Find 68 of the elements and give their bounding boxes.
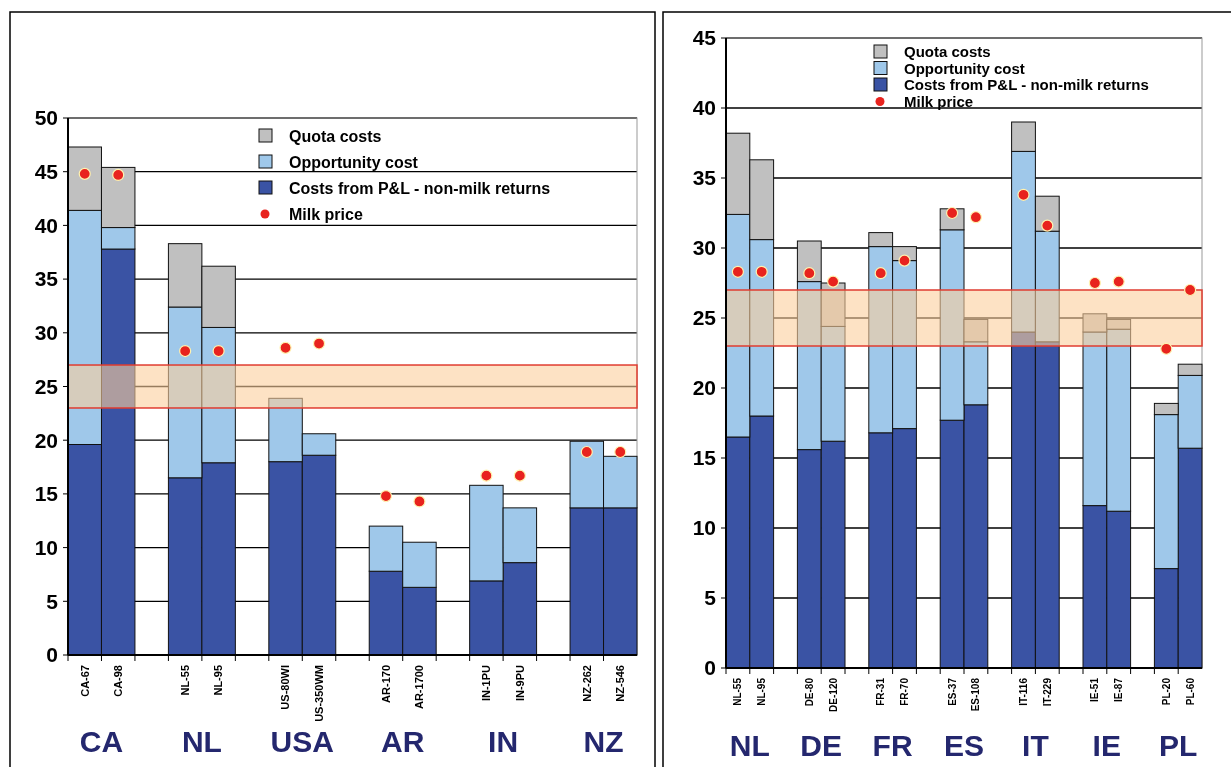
- x-tick-label: PL-60: [1184, 677, 1196, 706]
- text: IT: [1022, 729, 1049, 762]
- legend-label: Quota costs: [289, 127, 382, 145]
- legend-label: Opportunity cost: [289, 153, 419, 171]
- x-tick-label: IT-229: [1041, 677, 1053, 707]
- y-tick-label: 40: [34, 213, 58, 237]
- x-tick-label: US-350WM: [312, 665, 325, 722]
- legend-label: Quota costs: [904, 43, 991, 61]
- x-tick-label: AR-170: [379, 665, 392, 703]
- y-tick-label: 0: [46, 643, 58, 667]
- text: FR: [872, 729, 913, 762]
- x-tick-label: CA-67: [78, 665, 91, 697]
- x-tick-label: CA-98: [112, 665, 125, 697]
- text: CA: [79, 725, 124, 758]
- text: AR: [381, 725, 425, 758]
- x-tick-label: ES-37: [946, 677, 958, 706]
- y-tick-label: 0: [704, 656, 716, 680]
- x-tick-label: IN-9PU: [513, 664, 526, 702]
- x-tick-label: IE-87: [1113, 677, 1125, 702]
- legend-label: Costs from P&L - non-milk returns: [904, 76, 1149, 94]
- y-tick-label: 10: [34, 535, 58, 559]
- text: USA: [270, 725, 334, 758]
- y-tick-label: 15: [34, 482, 59, 506]
- x-tick-label: NL-95: [212, 665, 225, 696]
- y-tick-label: 30: [692, 236, 716, 260]
- x-tick-label: FR-70: [899, 677, 910, 706]
- x-tick-label: IN-1PU: [480, 664, 493, 702]
- x-tick-label: FR-31: [875, 677, 887, 706]
- y-tick-label: 50: [34, 106, 58, 130]
- x-tick-label: DE-120: [827, 677, 839, 712]
- y-tick-label: 10: [692, 516, 716, 540]
- x-tick-label: US-80WI: [279, 665, 292, 710]
- text: NL: [181, 725, 222, 758]
- x-tick-label: ES-108: [970, 677, 982, 712]
- text: NL: [729, 729, 770, 762]
- text: IE: [1092, 729, 1121, 762]
- text: DE: [800, 729, 843, 762]
- y-tick-label: 35: [34, 267, 59, 291]
- x-tick-label: DE-80: [803, 677, 815, 707]
- y-tick-label: 20: [34, 428, 58, 452]
- y-tick-label: 30: [34, 321, 58, 345]
- y-tick-label: 5: [46, 589, 59, 613]
- legend-label: Costs from P&L - non-milk returns: [289, 179, 551, 197]
- x-tick-label: AR-1700: [413, 665, 426, 710]
- y-tick-label: 15: [692, 446, 717, 470]
- text: PL: [1159, 729, 1198, 762]
- x-tick-label: NL-55: [179, 665, 191, 696]
- x-tick-label: PL-20: [1160, 677, 1172, 706]
- y-tick-label: 25: [692, 306, 717, 330]
- y-tick-label: 45: [34, 160, 59, 184]
- x-tick-label: NZ-262: [580, 665, 593, 702]
- y-tick-label: 35: [692, 166, 717, 190]
- legend-label: Milk price: [904, 92, 974, 110]
- x-tick-label: NZ-546: [614, 665, 627, 702]
- text: NZ: [583, 725, 624, 758]
- legend-label: Milk price: [289, 205, 363, 223]
- x-tick-label: IE-51: [1089, 677, 1101, 702]
- x-tick-label: NL-95: [756, 677, 768, 706]
- y-tick-label: 5: [704, 586, 717, 610]
- x-tick-label: NL-55: [732, 677, 744, 706]
- x-tick-label: IT-116: [1018, 677, 1029, 706]
- y-tick-label: 45: [692, 26, 717, 50]
- y-tick-label: 20: [692, 376, 716, 400]
- y-tick-label: 25: [34, 374, 59, 398]
- y-tick-label: 40: [692, 96, 716, 120]
- text: IN: [488, 725, 519, 758]
- legend-label: Opportunity cost: [904, 59, 1025, 77]
- text: ES: [943, 729, 985, 762]
